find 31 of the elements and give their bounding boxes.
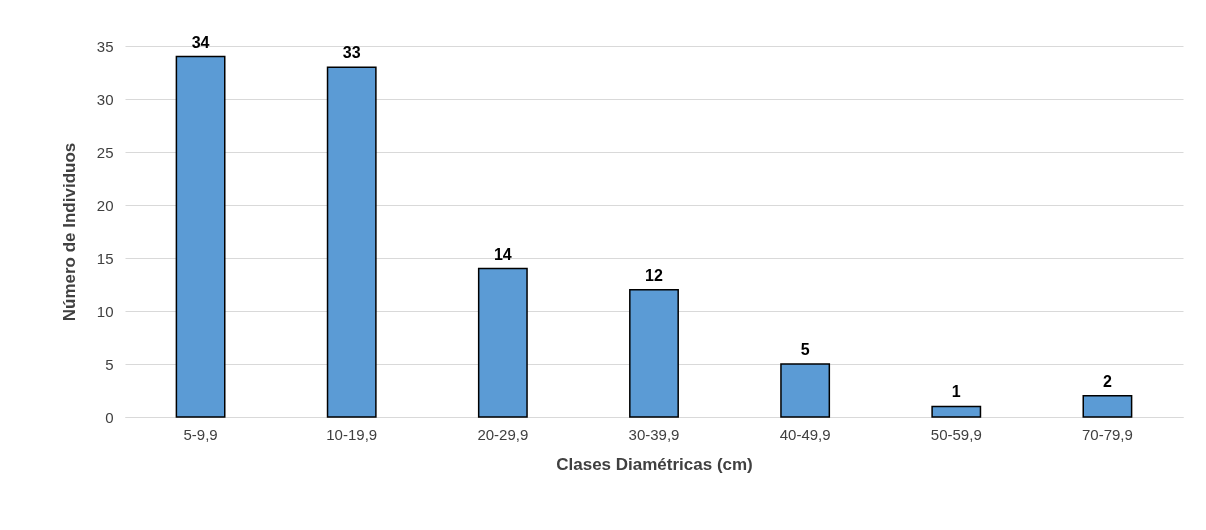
y-tick-label: 25 xyxy=(96,143,114,161)
data-label: 33 xyxy=(342,44,361,62)
data-label: 34 xyxy=(191,33,210,51)
bar xyxy=(477,267,528,418)
data-label: 1 xyxy=(951,383,961,401)
x-tick-label: 30-39,9 xyxy=(628,425,680,443)
x-tick-label: 70-79,9 xyxy=(1081,425,1133,443)
y-tick-label: 35 xyxy=(96,37,114,55)
x-tick-label: 50-59,9 xyxy=(930,425,982,443)
x-tick-label: 10-19,9 xyxy=(326,425,378,443)
y-tick-label: 5 xyxy=(105,355,114,373)
bar xyxy=(931,405,982,418)
x-tick-label: 40-49,9 xyxy=(779,425,831,443)
x-tick-label: 20-29,9 xyxy=(477,425,529,443)
x-axis-title: Clases Diamétricas (cm) xyxy=(556,454,753,474)
x-tick-label: 5-9,9 xyxy=(183,425,218,443)
data-label: 5 xyxy=(800,341,810,358)
y-tick-label: 15 xyxy=(96,249,114,267)
data-label: 12 xyxy=(645,266,663,284)
bar xyxy=(629,289,679,418)
data-label: 14 xyxy=(493,245,512,263)
y-tick-label: 10 xyxy=(96,302,114,320)
y-tick-label: 0 xyxy=(105,408,114,426)
data-label: 2 xyxy=(1102,372,1112,390)
y-tick-label: 20 xyxy=(96,196,114,214)
y-tick-label: 30 xyxy=(96,90,114,108)
bar xyxy=(175,55,226,418)
bar xyxy=(1082,395,1133,418)
bar xyxy=(326,66,377,418)
y-axis-title: Número de Individuos xyxy=(59,142,79,322)
bar xyxy=(780,363,831,418)
